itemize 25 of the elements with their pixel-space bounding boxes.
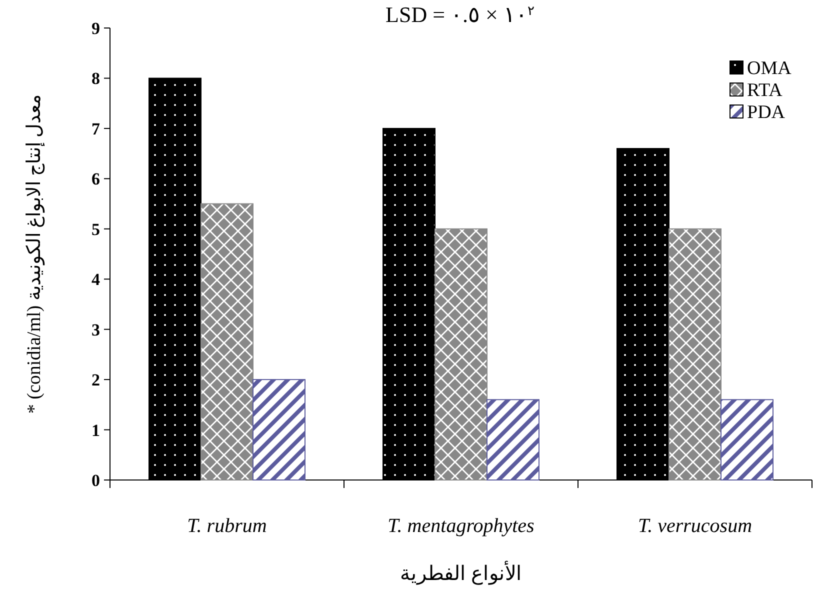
x-tick-label: T. verrucosum bbox=[638, 515, 752, 537]
y-tick-label: 0 bbox=[92, 471, 100, 490]
x-tick-label: T. mentagrophytes bbox=[388, 515, 535, 537]
y-tick-label: 1 bbox=[92, 420, 100, 440]
y-tick-label: 3 bbox=[92, 320, 100, 340]
bar bbox=[200, 203, 254, 480]
y-tick-label: 8 bbox=[92, 69, 100, 88]
y-axis-title: معدل إنتاج الابواغ الكونيدية (conidia/ml) * bbox=[24, 94, 45, 414]
y-tick-label: 5 bbox=[92, 220, 100, 239]
bar bbox=[434, 228, 488, 480]
chart-title: LSD = ٠.٥ × ١٠$^{٢}$ bbox=[386, 2, 534, 27]
bar bbox=[252, 379, 306, 480]
legend-label: PDA bbox=[747, 102, 786, 123]
bar bbox=[668, 228, 722, 480]
bar bbox=[486, 399, 540, 480]
x-tick-label: T. rubrum bbox=[187, 515, 267, 537]
legend-label: RTA bbox=[747, 80, 783, 101]
y-tick-label: 6 bbox=[92, 170, 100, 189]
y-tick-label: 9 bbox=[92, 19, 100, 38]
bar bbox=[720, 399, 774, 480]
y-tick-label: 4 bbox=[92, 270, 100, 290]
y-tick-label: 7 bbox=[92, 119, 100, 138]
x-axis-title: الأنواع الفطرية bbox=[400, 560, 522, 585]
y-tick-label: 2 bbox=[92, 370, 100, 390]
legend-label: OMA bbox=[747, 58, 792, 79]
